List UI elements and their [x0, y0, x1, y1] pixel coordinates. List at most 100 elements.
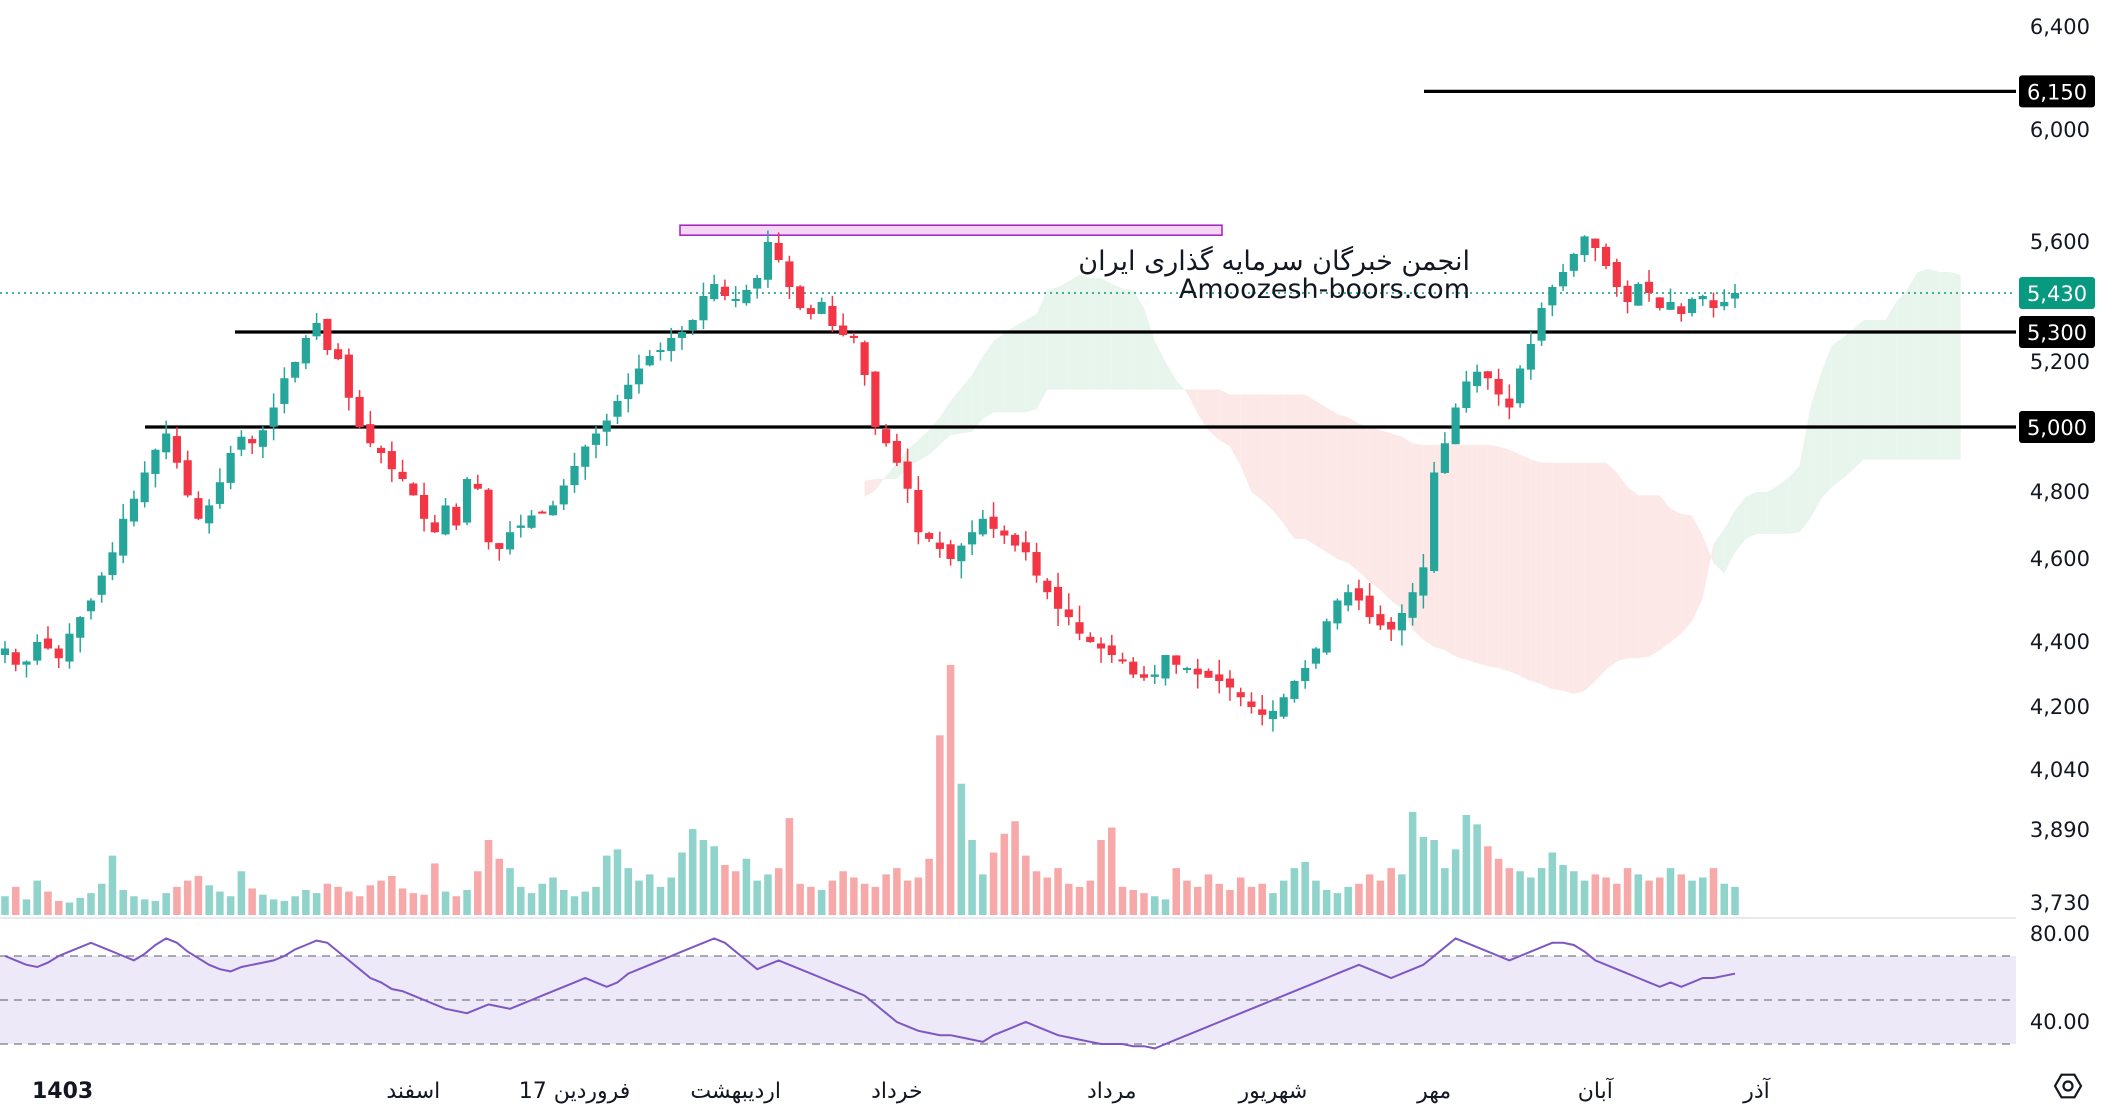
cloud-segment — [1939, 272, 1950, 460]
price-tick-label: 4,040 — [2030, 758, 2090, 782]
volume-bar — [65, 902, 74, 915]
cloud-segment — [1692, 515, 1703, 622]
volume-bar — [1376, 880, 1385, 915]
volume-bar — [1516, 871, 1524, 915]
volume-bar — [1, 896, 9, 915]
candle-body — [334, 349, 343, 359]
volume-bar — [1570, 871, 1578, 915]
volume-bar — [613, 849, 622, 915]
cloud-segment — [961, 375, 973, 434]
candle-body — [1107, 645, 1116, 655]
volume-bar — [1580, 880, 1589, 915]
candle-body — [989, 516, 998, 529]
volume-bar — [1301, 861, 1309, 915]
candle-body — [839, 325, 848, 335]
volume-bar — [302, 890, 310, 915]
candle-body — [1053, 586, 1063, 609]
time-axis[interactable]: 1403 اسفند 17 فروردین اردیبهشت خرداد مرداد شهر… — [32, 1077, 1771, 1104]
price-tick-label: 3,730 — [2030, 891, 2090, 915]
candle-body — [86, 600, 96, 612]
cloud-segment — [1144, 308, 1155, 390]
volume-bar — [377, 880, 385, 915]
candle-body — [377, 447, 386, 453]
rsi-line — [4, 937, 1736, 1050]
cloud-segment — [1799, 407, 1811, 533]
volume-bar — [592, 886, 600, 915]
candle-body — [817, 302, 826, 314]
cloud-segment — [1272, 394, 1284, 524]
volume-bar — [1688, 880, 1696, 915]
volume-bar — [828, 880, 837, 915]
time-tick-label: آبان — [1578, 1077, 1614, 1104]
level-badge-label: 5,300 — [2027, 321, 2087, 345]
cloud-segment — [1842, 329, 1854, 479]
volume-bar — [366, 885, 375, 915]
candle-body — [1032, 552, 1041, 576]
candle-body — [65, 633, 74, 662]
cloud-segment — [1649, 495, 1660, 657]
candle-body — [613, 401, 622, 417]
volume-bar — [602, 855, 611, 915]
volume-bar — [1527, 877, 1535, 915]
volume-bar — [140, 899, 149, 915]
volume-bar — [1548, 852, 1557, 915]
candle-body — [1365, 595, 1374, 618]
candle-body — [183, 460, 192, 496]
volume-bar — [581, 891, 590, 915]
cloud-segment — [1906, 272, 1918, 460]
cloud-segment — [1358, 423, 1370, 582]
candle-body — [22, 661, 31, 665]
cloud-segment — [907, 440, 919, 468]
cloud-segment — [1197, 389, 1209, 431]
volume-bar — [280, 900, 289, 915]
cloud-segment — [1348, 417, 1359, 572]
volume-bar — [1451, 849, 1460, 915]
candle-body — [967, 532, 977, 545]
cloud-segment — [1305, 394, 1316, 546]
volume-bar — [1656, 877, 1664, 915]
candle-body — [677, 332, 687, 338]
gear-icon[interactable] — [2053, 1073, 2083, 1099]
volume-bar — [1473, 824, 1481, 915]
candle-body — [849, 335, 858, 338]
candle-body — [1086, 636, 1095, 642]
candle-body — [1666, 302, 1675, 310]
candle-body — [1408, 592, 1417, 618]
candle-body — [806, 308, 815, 314]
volume-bar — [312, 893, 321, 915]
candle-body — [1258, 709, 1267, 715]
candle-body — [226, 453, 235, 483]
volume-bar — [1537, 868, 1546, 915]
volume-bar — [903, 880, 912, 915]
volume-bar — [484, 840, 493, 915]
volume-bar — [1000, 833, 1009, 915]
cloud-segment — [864, 479, 876, 498]
volume-bar — [1634, 874, 1643, 915]
candle-body — [1161, 655, 1170, 679]
time-tick-label: خرداد — [871, 1079, 922, 1104]
horizontal-levels[interactable] — [145, 89, 2016, 429]
rsi-axis: 40.00 80.00 — [2030, 922, 2090, 1034]
candle-body — [581, 446, 590, 467]
cloud-segment — [1101, 278, 1112, 390]
candle-body — [1139, 674, 1149, 678]
volume-bar — [216, 891, 224, 915]
cloud-segment — [1520, 454, 1531, 681]
cloud-segment — [1831, 338, 1843, 488]
volume-bar — [624, 868, 632, 915]
candle-body — [688, 320, 697, 331]
resistance-zone[interactable] — [679, 224, 1223, 236]
cloud-segment — [1681, 513, 1693, 634]
candle-body — [54, 648, 63, 659]
cloud-segment — [1487, 444, 1499, 668]
candle-body — [1612, 261, 1621, 287]
price-axis[interactable]: 3,730 3,890 4,040 4,200 4,400 4,600 4,800 5,200… — [2030, 15, 2090, 915]
volume-bar — [248, 888, 256, 915]
cloud-segment — [1509, 449, 1521, 677]
candle-body — [1451, 407, 1460, 445]
volume-bar — [495, 858, 504, 915]
cloud-segment — [1229, 394, 1241, 466]
cloud-segment — [1369, 427, 1381, 591]
candle-body — [1322, 621, 1331, 653]
